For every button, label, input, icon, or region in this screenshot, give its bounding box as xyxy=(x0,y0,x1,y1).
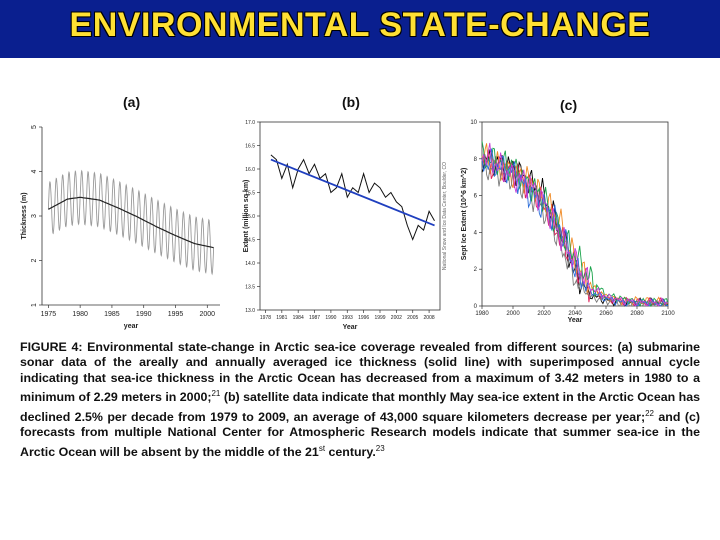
source-note: National Snow and Ice Data Center, Bould… xyxy=(442,162,448,270)
x-axis-label: Year xyxy=(568,317,583,324)
title-banner: ENVIRONMENTAL STATE-CHANGE xyxy=(0,0,720,58)
y-axis-label: Extent (million sq km) xyxy=(243,180,250,253)
x-tick-label: 1980 xyxy=(72,311,88,318)
y-tick-label: 13.5 xyxy=(245,285,255,291)
y-axis-label: Sept Ice Extent (10^6 km^2) xyxy=(460,168,468,261)
caption-ref-2: 22 xyxy=(645,408,654,418)
x-tick-label: 1981 xyxy=(276,315,287,321)
forecast-series-line xyxy=(481,143,669,306)
page-title: ENVIRONMENTAL STATE-CHANGE xyxy=(69,6,651,44)
x-tick-label: 2000 xyxy=(199,311,215,318)
y-axis-label: Thickness (m) xyxy=(21,192,28,239)
x-tick-label: 1996 xyxy=(358,315,369,321)
x-tick-label: 2060 xyxy=(599,311,613,317)
y-tick-label: 4 xyxy=(31,169,38,173)
y-tick-label: 2 xyxy=(31,258,38,262)
y-tick-label: 0 xyxy=(474,304,478,310)
caption-part-3: and (c) forecasts from multiple National… xyxy=(20,409,700,459)
x-tick-label: 1984 xyxy=(293,315,304,321)
y-tick-label: 10 xyxy=(470,120,477,126)
y-tick-label: 14.0 xyxy=(245,261,255,267)
x-tick-label: 1985 xyxy=(104,311,120,318)
plot-frame xyxy=(481,121,669,307)
x-tick-label: 2080 xyxy=(630,311,644,317)
y-tick-label: 14.5 xyxy=(245,238,255,244)
x-tick-label: 1990 xyxy=(136,311,152,318)
y-tick-label: 8 xyxy=(474,157,478,163)
caption-part-1: Environmental state-change in Arctic sea… xyxy=(20,340,700,405)
x-tick-label: 1975 xyxy=(41,311,57,318)
x-tick-label: 1987 xyxy=(309,315,320,321)
y-tick-label: 3 xyxy=(31,214,38,218)
x-tick-label: 2000 xyxy=(506,311,520,317)
x-tick-label: 1995 xyxy=(168,311,184,318)
chart-a-thickness: 1975 1980 1985 1990 1995 2000 1 2 3 4 5 year Thickne… xyxy=(21,125,220,330)
x-tick-label: 2005 xyxy=(407,315,418,321)
caption-part-4: century. xyxy=(328,444,376,459)
y-tick-label: 2 xyxy=(474,267,478,273)
caption-figure-label: FIGURE 4: xyxy=(20,340,83,354)
y-tick-label: 15.5 xyxy=(245,191,255,197)
y-tick-label: 16.5 xyxy=(245,144,255,150)
x-tick-label: 2020 xyxy=(537,311,551,317)
y-tick-label: 1 xyxy=(31,303,38,307)
forecast-series-line xyxy=(481,148,669,307)
chart-c-forecast: 1980 2000 2020 2040 2060 2080 2100 0 2 4 6 8 10 Year S… xyxy=(460,120,675,324)
may-extent-line xyxy=(270,154,435,241)
x-tick-label: 1980 xyxy=(475,311,489,317)
panel-label-a: (a) xyxy=(123,94,141,110)
y-tick-label: 6 xyxy=(474,194,478,200)
annual-cycle-line xyxy=(47,169,215,276)
caption-ref-3: 23 xyxy=(375,443,385,453)
x-tick-label: 1990 xyxy=(325,315,336,321)
x-tick-label: 1978 xyxy=(260,315,271,321)
x-tick-label: 1999 xyxy=(374,315,385,321)
caption-ordinal: st xyxy=(318,443,326,453)
y-tick-label: 13.0 xyxy=(245,308,255,314)
x-tick-label: 2002 xyxy=(391,315,402,321)
y-tick-label: 5 xyxy=(31,125,38,129)
x-tick-label: 2008 xyxy=(424,315,435,321)
y-tick-label: 15.0 xyxy=(245,214,255,220)
trend-line xyxy=(270,158,435,227)
x-axis-label: Year xyxy=(343,324,358,331)
y-tick-label: 17.0 xyxy=(245,120,255,126)
panel-label-b: (b) xyxy=(342,94,360,110)
mean-thickness-line xyxy=(48,196,214,249)
forecast-series-line xyxy=(481,142,669,307)
x-axis-label: year xyxy=(124,323,139,330)
y-tick-label: 16.0 xyxy=(245,167,255,173)
caption-ref-1: 21 xyxy=(211,389,221,399)
figure-caption: FIGURE 4: Environmental state-change in … xyxy=(20,340,700,460)
x-tick-label: 2100 xyxy=(661,311,675,317)
chart-b-extent: 1978 1981 1984 1987 1990 1993 1996 1999 2002 2005… xyxy=(243,120,448,331)
caption-part-2: (b) satellite data indicate that monthly… xyxy=(20,390,700,424)
x-tick-label: 1993 xyxy=(342,315,353,321)
y-tick-label: 4 xyxy=(474,230,478,236)
panel-label-c: (c) xyxy=(560,97,578,113)
x-tick-label: 2040 xyxy=(568,311,582,317)
